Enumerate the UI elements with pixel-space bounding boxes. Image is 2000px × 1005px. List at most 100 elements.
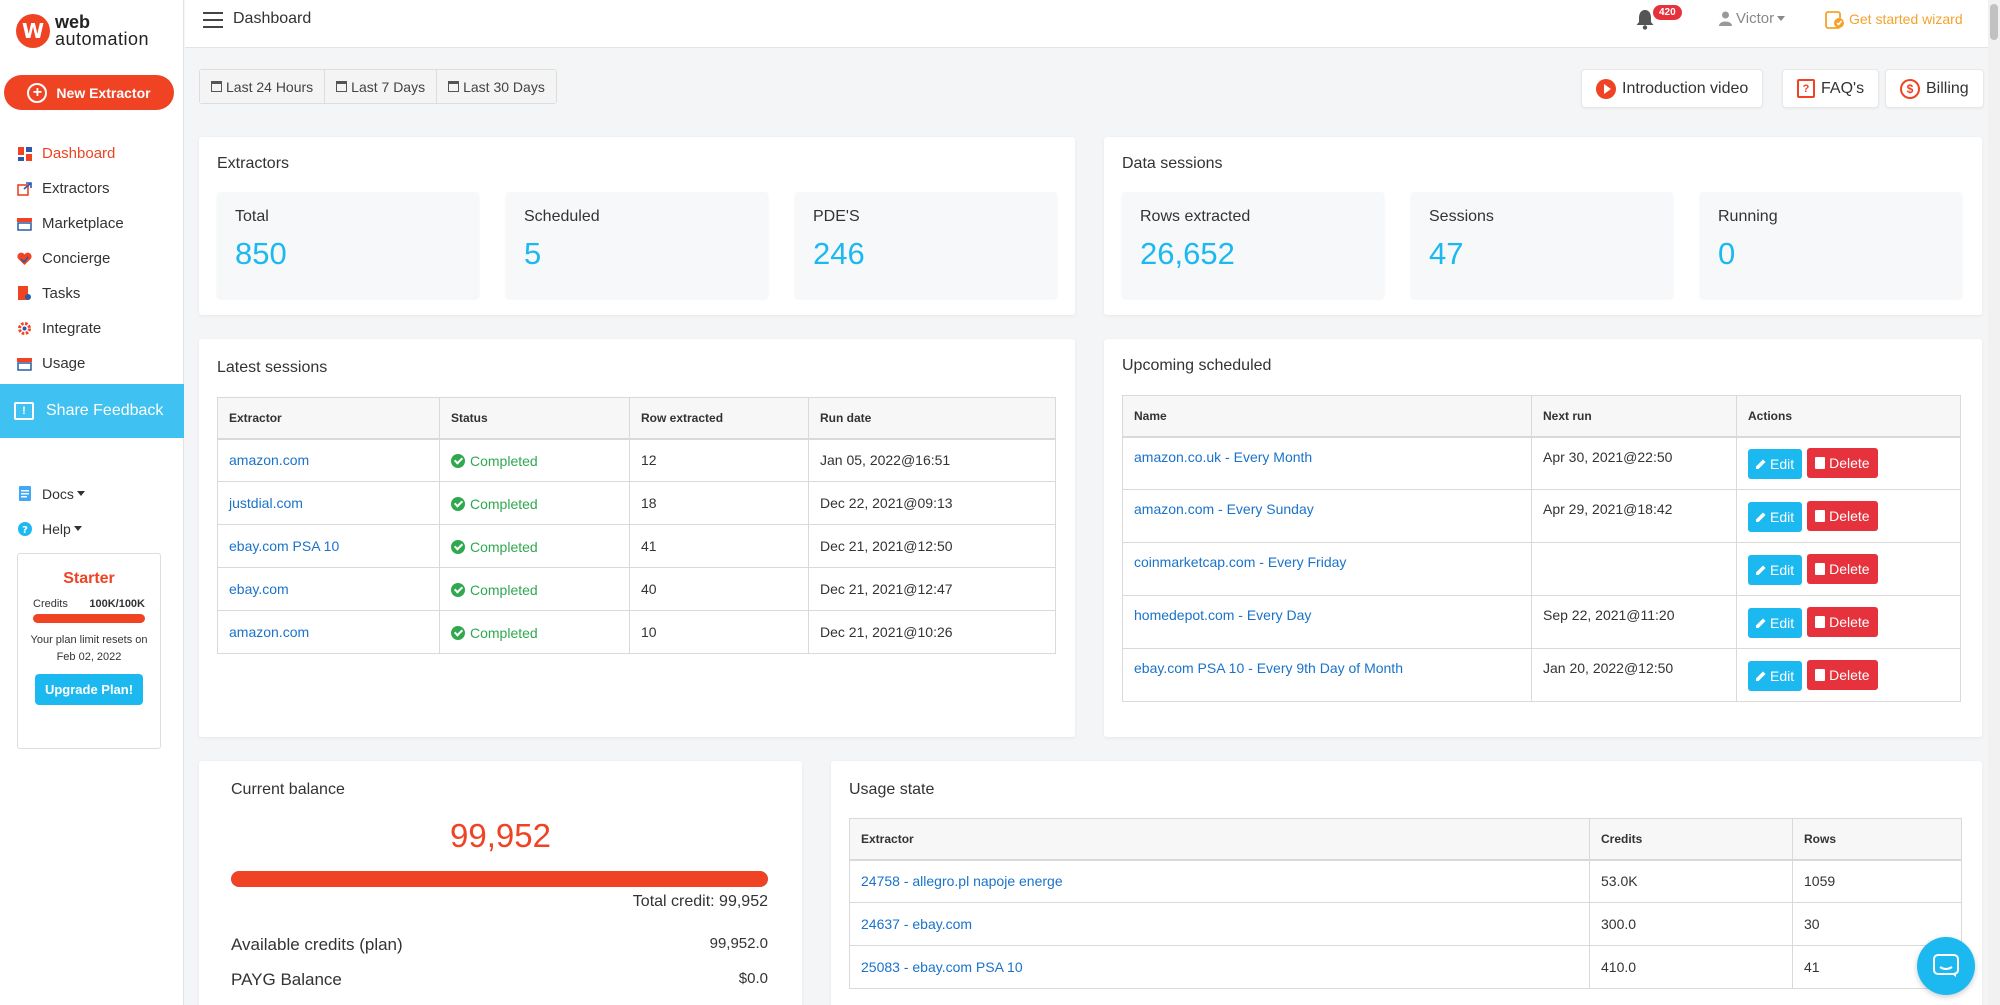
docs-menu[interactable]: Docs [0,476,184,511]
delete-button[interactable]: Delete [1807,606,1878,637]
edit-button[interactable]: Edit [1748,660,1803,691]
schedule-name-link[interactable]: amazon.co.uk - Every Month [1122,436,1532,490]
pencil-icon [1756,618,1766,628]
user-menu[interactable]: Victor [1719,10,1786,27]
next-run-cell [1531,542,1737,596]
plan-name: Starter [63,570,115,587]
sidebar-item-label: Dashboard [42,145,116,162]
status-badge: Completed [451,453,538,469]
trash-icon [1815,668,1826,681]
sidebar-item-label: Concierge [42,250,111,267]
column-header: Rows [1792,818,1962,861]
dashboard-icon [17,146,32,161]
cog-icon [17,321,32,336]
sidebar-item-label: Usage [42,355,86,372]
balance-title: Current balance [231,781,345,798]
sidebar-item-tasks[interactable]: Tasks [0,276,184,311]
sidebar-item-integrate[interactable]: Integrate [0,311,184,346]
stat-sessions: Sessions 47 [1411,192,1673,298]
current-balance-card: Current balance 99,952 Total credit: 99,… [199,761,802,1005]
extractor-link[interactable]: amazon.com [217,438,440,482]
brand-line1: web [55,12,91,32]
delete-button[interactable]: Delete [1807,553,1878,584]
table-row: ebay.com Completed 40 Dec 21, 2021@12:47 [217,567,1056,611]
schedule-name-link[interactable]: coinmarketcap.com - Every Friday [1122,542,1532,596]
plus-circle-icon: + [27,82,48,103]
new-extractor-button[interactable]: + New Extractor [4,75,174,110]
trash-icon [1815,509,1826,522]
page-scrollbar[interactable] [1988,0,2000,1005]
notification-badge: 420 [1653,5,1682,20]
sidebar-item-dashboard[interactable]: Dashboard [0,136,184,171]
introduction-video-button[interactable]: Introduction video [1581,69,1764,108]
usage-extractor-link[interactable]: 24637 - ebay.com [849,902,1590,946]
upgrade-plan-button[interactable]: Upgrade Plan! [34,674,144,705]
sidebar-item-label: Marketplace [42,215,124,232]
status-badge: Completed [451,539,538,555]
next-run-cell: Sep 22, 2021@11:20 [1531,595,1737,649]
rows-cell: 1059 [1792,859,1962,903]
edit-button[interactable]: Edit [1748,607,1803,638]
date-range-tabs: Last 24 Hours Last 7 Days Last 30 Days [199,69,557,104]
document-icon [17,486,32,501]
edit-button[interactable]: Edit [1748,448,1803,479]
date-cell: Dec 21, 2021@12:50 [808,524,1056,568]
usage-extractor-link[interactable]: 24758 - allegro.pl napoje energe [849,859,1590,903]
usage-extractor-link[interactable]: 25083 - ebay.com PSA 10 [849,945,1590,989]
billing-button[interactable]: $ Billing [1885,69,1984,108]
docs-label: Docs [42,485,74,502]
column-header: Name [1122,395,1532,438]
wizard-icon [1825,11,1844,29]
stat-scheduled: Scheduled 5 [506,192,768,298]
help-menu[interactable]: ? Help [0,511,184,546]
chat-launcher-button[interactable] [1917,937,1975,995]
table-row: amazon.com - Every Sunday Apr 29, 2021@1… [1122,489,1961,543]
stat-running: Running 0 [1700,192,1962,298]
stat-total: Total 850 [217,192,479,298]
extractor-link[interactable]: amazon.com [217,610,440,654]
available-credits-value: 99,952.0 [709,935,768,952]
table-row: 25083 - ebay.com PSA 10 410.0 41 [849,945,1962,989]
extractor-link[interactable]: ebay.com [217,567,440,611]
wizard-label: Get started wizard [1849,11,1963,27]
data-sessions-card: Data sessions Rows extracted 26,652 Sess… [1104,137,1982,315]
rows-cell: 40 [629,567,809,611]
tab-last-7-days[interactable]: Last 7 Days [325,70,438,103]
edit-button[interactable]: Edit [1748,501,1803,532]
chevron-down-icon [73,526,82,531]
schedule-name-link[interactable]: homedepot.com - Every Day [1122,595,1532,649]
sidebar-item-concierge[interactable]: Concierge [0,241,184,276]
topbar: Dashboard 420 Victor Get started wizard [185,0,2000,48]
scrollbar-thumb[interactable] [1990,4,1998,40]
delete-button[interactable]: Delete [1807,500,1878,531]
check-circle-icon [451,454,465,469]
date-cell: Dec 21, 2021@12:47 [808,567,1056,611]
trash-icon [1815,615,1826,628]
rows-cell: 10 [629,610,809,654]
schedule-name-link[interactable]: ebay.com PSA 10 - Every 9th Day of Month [1122,648,1532,702]
delete-button[interactable]: Delete [1807,447,1878,478]
latest-sessions-title: Latest sessions [217,359,328,376]
schedule-name-link[interactable]: amazon.com - Every Sunday [1122,489,1532,543]
faq-button[interactable]: ? FAQ's [1782,69,1880,108]
tab-last-24-hours[interactable]: Last 24 Hours [200,70,326,103]
extractor-link[interactable]: justdial.com [217,481,440,525]
sidebar-item-marketplace[interactable]: Marketplace [0,206,184,241]
table-row: coinmarketcap.com - Every Friday Edit Del… [1122,542,1961,596]
hamburger-menu-icon[interactable] [203,12,223,28]
share-feedback-button[interactable]: ! Share Feedback [0,384,184,438]
sidebar-item-extractors[interactable]: Extractors [0,171,184,206]
brand-logo[interactable]: W web automation [16,12,149,48]
latest-sessions-table: Extractor Status Row extracted Run date … [217,397,1056,654]
bell-icon[interactable] [1635,8,1657,30]
get-started-wizard-link[interactable]: Get started wizard [1825,9,1963,29]
delete-button[interactable]: Delete [1807,659,1878,690]
tab-last-30-days[interactable]: Last 30 Days [437,70,556,103]
extractor-link[interactable]: ebay.com PSA 10 [217,524,440,568]
table-row: justdial.com Completed 18 Dec 22, 2021@0… [217,481,1056,525]
column-header: Status [439,397,630,440]
sidebar-item-label: Tasks [42,285,81,302]
sidebar-item-usage[interactable]: Usage [0,346,184,381]
usage-table: Extractor Credits Rows 24758 - allegro.p… [849,818,1962,989]
edit-button[interactable]: Edit [1748,554,1803,585]
